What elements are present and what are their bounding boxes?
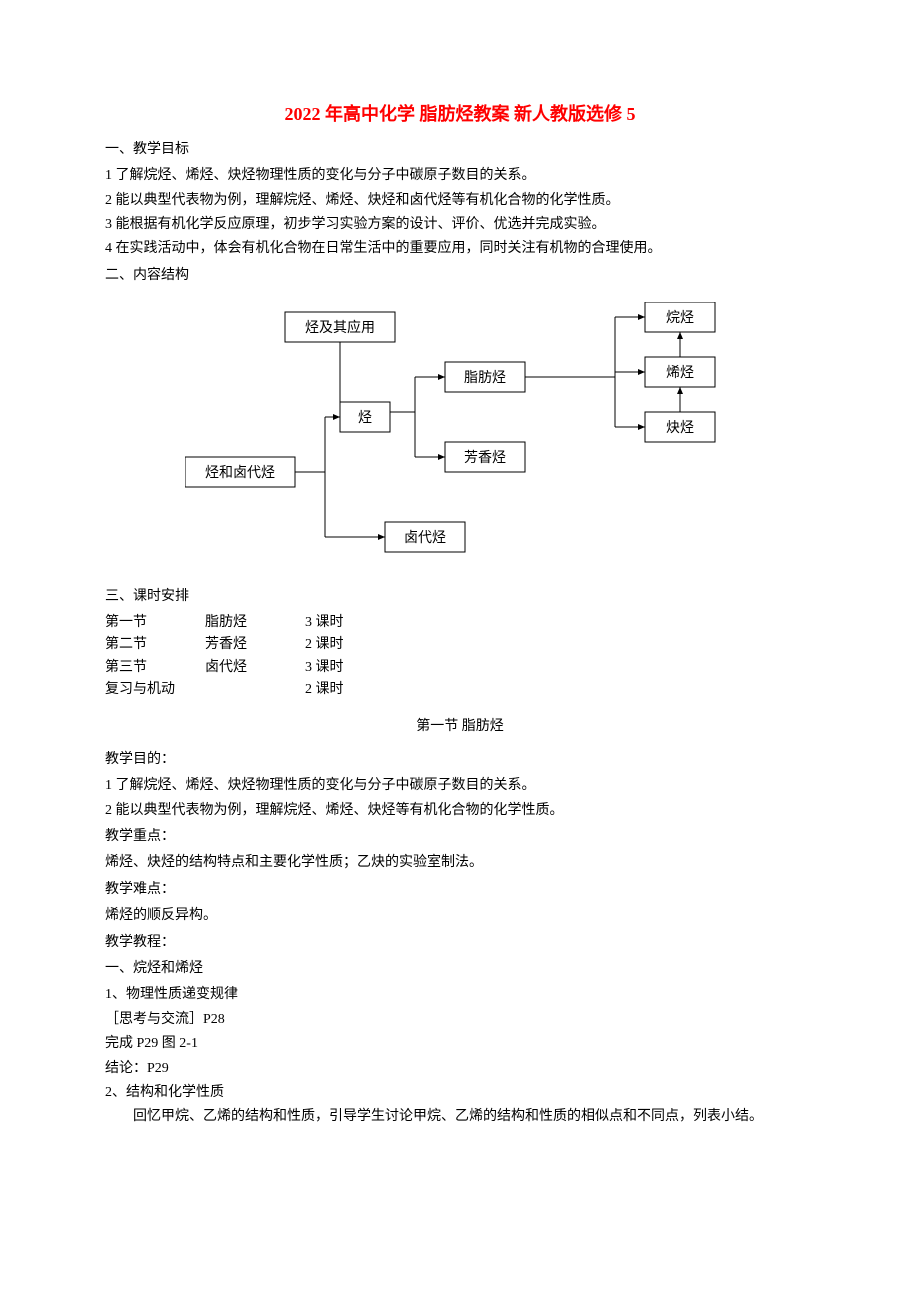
schedule-cell: 芳香烃 xyxy=(205,634,305,656)
schedule-row: 第二节 芳香烃 2 课时 xyxy=(105,634,815,656)
goal-item-2: 2 能以典型代表物为例，理解烷烃、烯烃、炔烃和卤代烃等有机化合物的化学性质。 xyxy=(105,190,815,212)
schedule-cell: 第一节 xyxy=(105,612,205,634)
schedule-cell: 复习与机动 xyxy=(105,679,305,701)
goal-item-1: 1 了解烷烃、烯烃、炔烃物理性质的变化与分子中碳原子数目的关系。 xyxy=(105,165,815,187)
schedule-cell: 2 课时 xyxy=(305,634,385,656)
node-alkane: 烷烃 xyxy=(666,310,694,326)
teaching-process-heading: 教学教程： xyxy=(105,932,815,954)
node-aliphatic: 脂肪烃 xyxy=(464,370,506,386)
node-aromatic: 芳香烃 xyxy=(464,449,506,466)
node-app: 烃及其应用 xyxy=(305,319,375,336)
section2-heading: 二、内容结构 xyxy=(105,265,815,287)
node-alkyne: 炔烃 xyxy=(666,420,694,436)
schedule-cell: 第三节 xyxy=(105,657,205,679)
schedule-cell: 3 课时 xyxy=(305,612,385,634)
content-item: 完成 P29 图 2-1 xyxy=(105,1033,815,1055)
schedule-row: 第一节 脂肪烃 3 课时 xyxy=(105,612,815,634)
node-hydrocarbon: 烃 xyxy=(358,410,372,426)
content-item: 2、结构和化学性质 xyxy=(105,1082,815,1104)
teaching-focus-heading: 教学重点： xyxy=(105,826,815,848)
goal-item-4: 4 在实践活动中，体会有机化合物在日常生活中的重要应用，同时关注有机物的合理使用… xyxy=(105,238,815,260)
purpose-item-1: 1 了解烷烃、烯烃、炔烃物理性质的变化与分子中碳原子数目的关系。 xyxy=(105,775,815,797)
difficulty-item: 烯烃的顺反异构。 xyxy=(105,905,815,927)
focus-item: 烯烃、炔烃的结构特点和主要化学性质；乙炔的实验室制法。 xyxy=(105,852,815,874)
schedule-cell: 2 课时 xyxy=(305,679,385,701)
teaching-purpose-heading: 教学目的： xyxy=(105,749,815,771)
schedule-cell: 3 课时 xyxy=(305,657,385,679)
structure-diagram: 烃及其应用 脂肪烃 烃 芳香烃 烃和卤代烃 卤代烃 烷烃 烯烃 炔烃 xyxy=(185,302,815,570)
schedule-row: 复习与机动 2 课时 xyxy=(105,679,815,701)
subsection-title: 第一节 脂肪烃 xyxy=(105,716,815,738)
node-halo-group: 烃和卤代烃 xyxy=(205,465,275,481)
content-item: 结论：P29 xyxy=(105,1058,815,1080)
section3-heading: 三、课时安排 xyxy=(105,586,815,608)
schedule-cell: 卤代烃 xyxy=(205,657,305,679)
section1-heading: 一、教学目标 xyxy=(105,139,815,161)
schedule-cell: 第二节 xyxy=(105,634,205,656)
content-paragraph: 回忆甲烷、乙烯的结构和性质，引导学生讨论甲烷、乙烯的结构和性质的相似点和不同点，… xyxy=(105,1106,815,1128)
goal-item-3: 3 能根据有机化学反应原理，初步学习实验方案的设计、评价、优选并完成实验。 xyxy=(105,214,815,236)
teaching-difficulty-heading: 教学难点： xyxy=(105,879,815,901)
content-item: ［思考与交流］P28 xyxy=(105,1009,815,1031)
diagram-svg: 烃及其应用 脂肪烃 烃 芳香烃 烃和卤代烃 卤代烃 烷烃 烯烃 炔烃 xyxy=(185,302,745,562)
schedule-cell: 脂肪烃 xyxy=(205,612,305,634)
sub-heading-1: 一、烷烃和烯烃 xyxy=(105,958,815,980)
purpose-item-2: 2 能以典型代表物为例，理解烷烃、烯烃、炔烃等有机化合物的化学性质。 xyxy=(105,800,815,822)
schedule-row: 第三节 卤代烃 3 课时 xyxy=(105,657,815,679)
node-alkene: 烯烃 xyxy=(666,365,694,381)
content-item: 1、物理性质递变规律 xyxy=(105,984,815,1006)
document-title: 2022 年高中化学 脂肪烃教案 新人教版选修 5 xyxy=(105,100,815,129)
node-halo: 卤代烃 xyxy=(404,530,446,546)
